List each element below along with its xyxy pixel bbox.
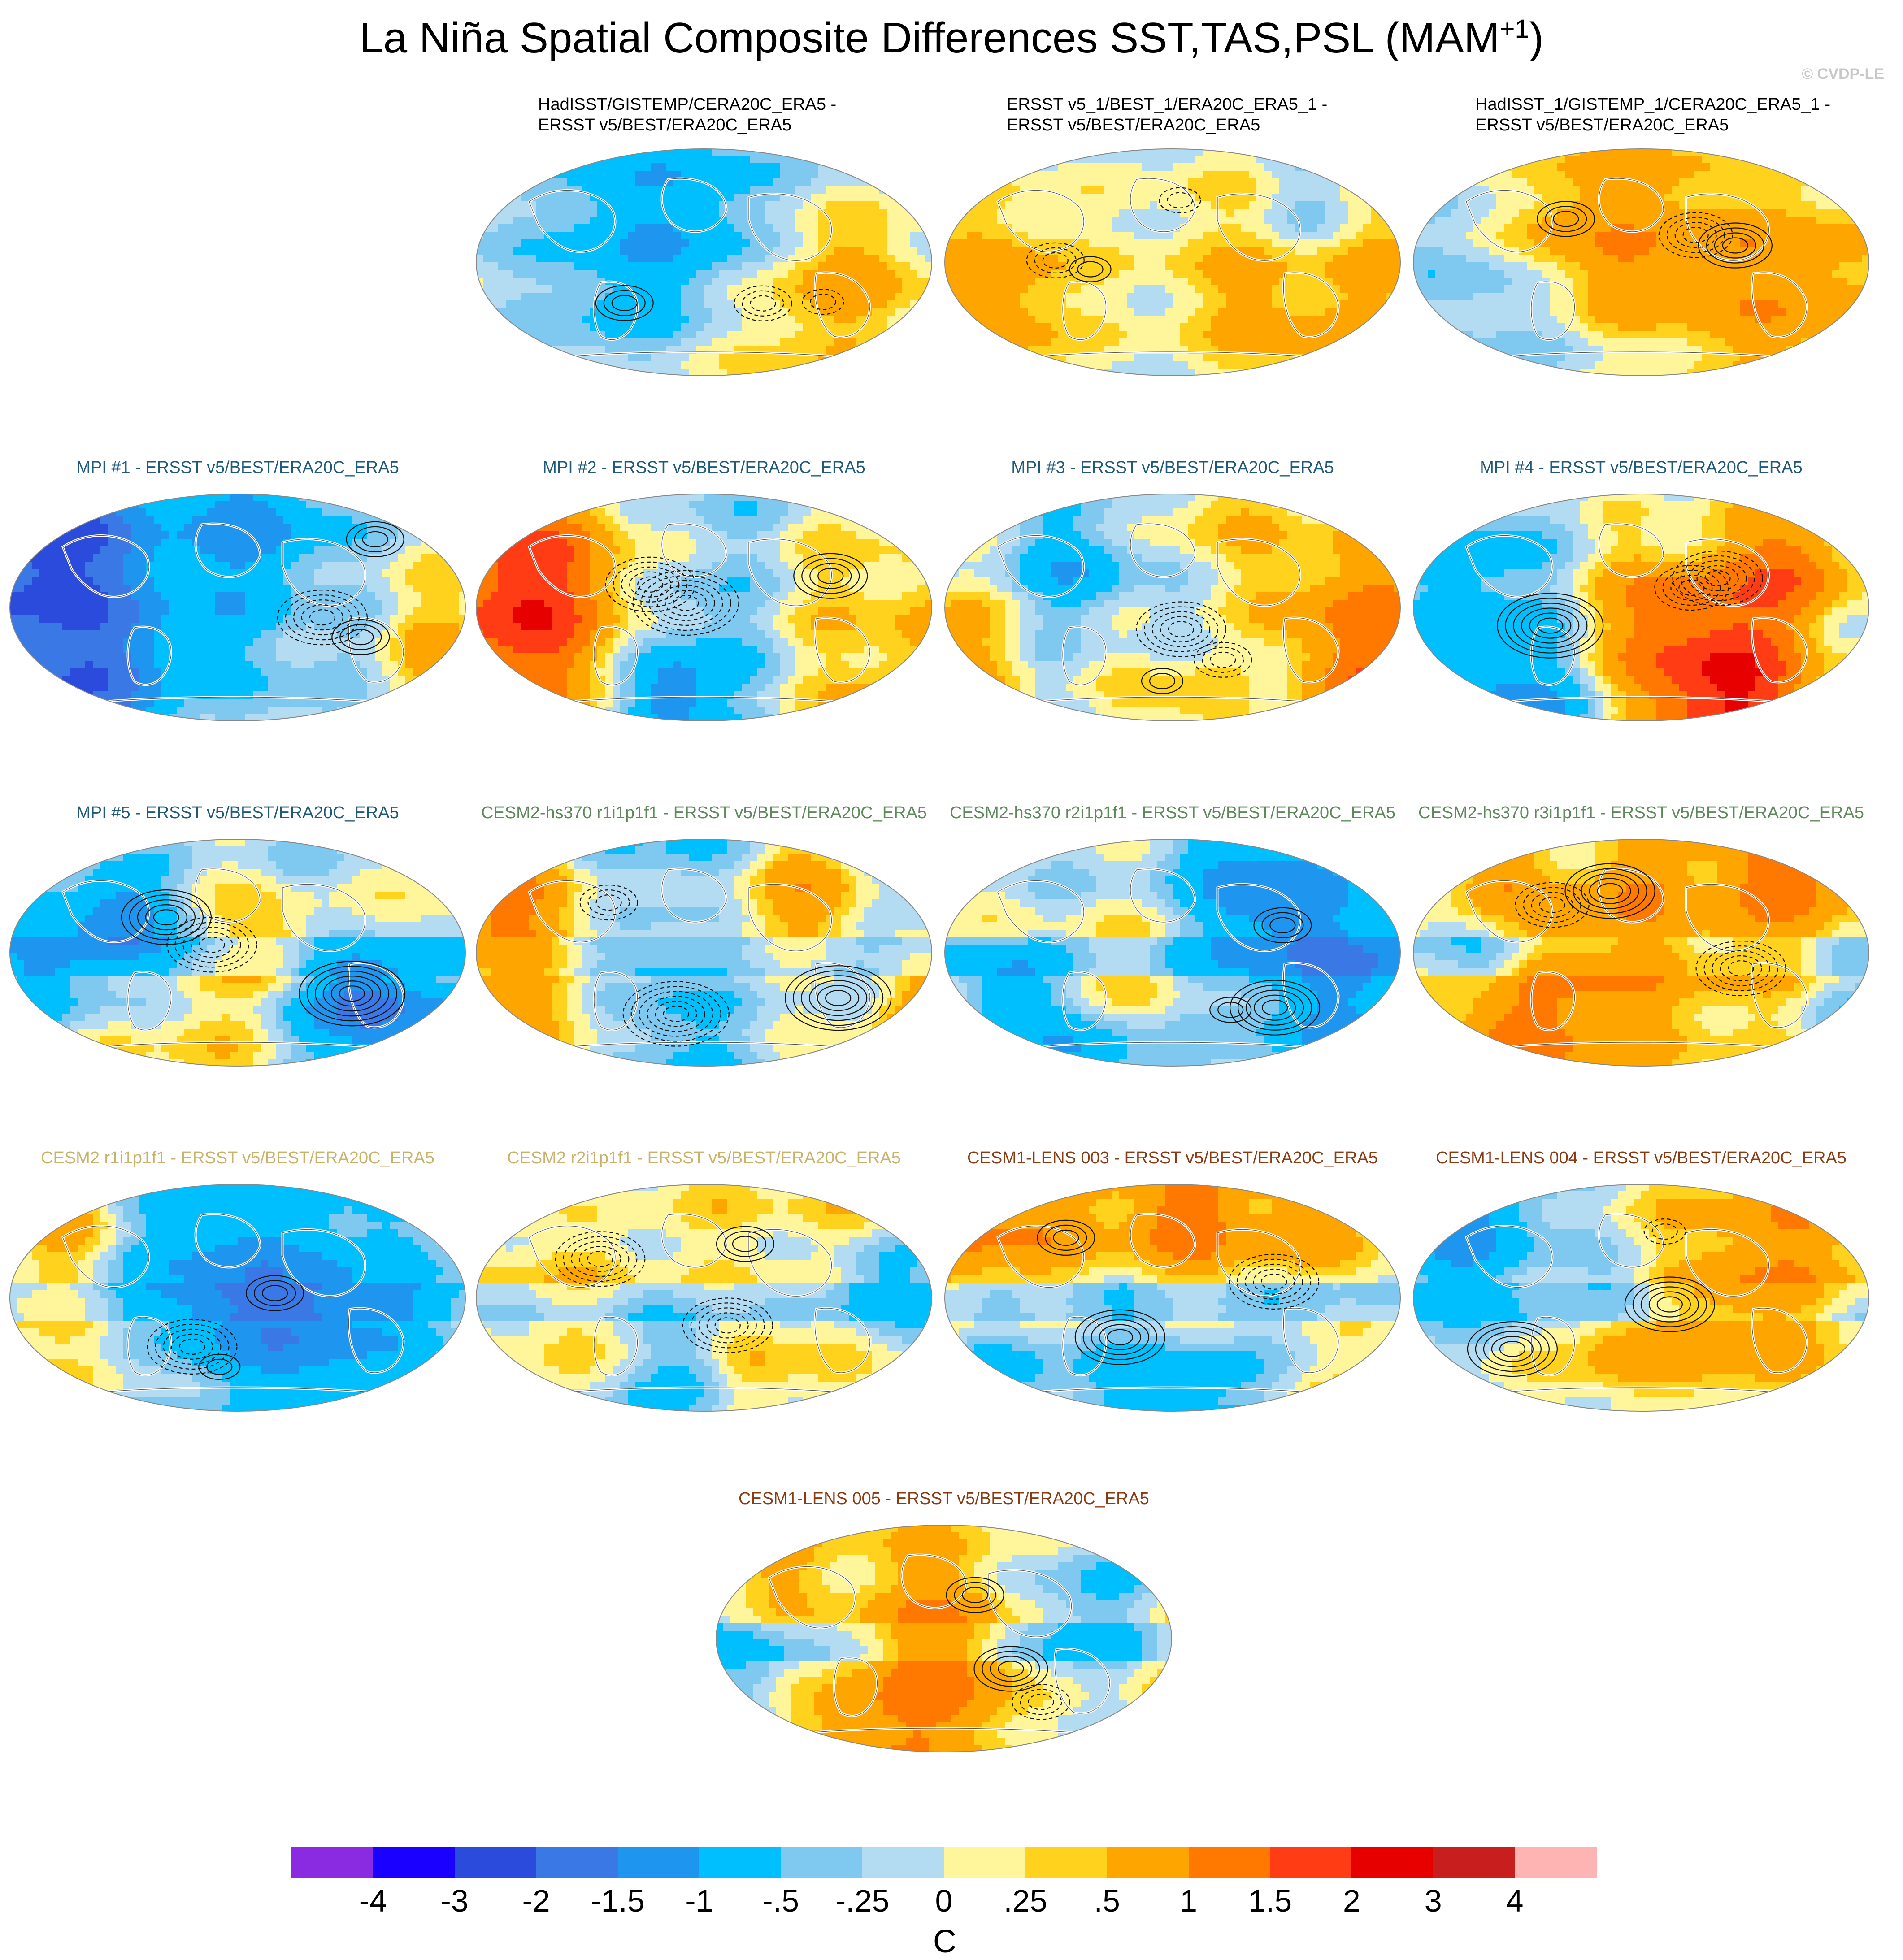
colorbar-swatch bbox=[944, 1847, 1026, 1878]
robinson-map bbox=[1412, 493, 1870, 722]
colorbar-tick-label: 0 bbox=[935, 1883, 953, 1919]
panel-title: CESM2-hs370 r3i1p1f1 - ERSST v5/BEST/ERA… bbox=[1408, 802, 1874, 823]
panel-title: MPI #5 - ERSST v5/BEST/ERA20C_ERA5 bbox=[4, 802, 471, 823]
map-panel: MPI #3 - ERSST v5/BEST/ERA20C_ERA5 bbox=[939, 457, 1406, 798]
robinson-map bbox=[944, 148, 1401, 377]
robinson-map bbox=[1412, 838, 1870, 1067]
colorbar-swatch bbox=[1270, 1847, 1352, 1878]
robinson-map bbox=[944, 1184, 1401, 1412]
map-panel: MPI #2 - ERSST v5/BEST/ERA20C_ERA5 bbox=[471, 457, 937, 798]
robinson-map bbox=[9, 493, 466, 722]
colorbar-swatch bbox=[1351, 1847, 1434, 1878]
colorbar-tick-label: 3 bbox=[1425, 1883, 1442, 1919]
colorbar-tick-label: -2 bbox=[522, 1883, 550, 1919]
robinson-map bbox=[9, 1184, 466, 1412]
colorbar-swatch bbox=[1515, 1847, 1597, 1878]
colorbar-tick-label: -1.5 bbox=[591, 1883, 645, 1919]
colorbar-tick-label: -4 bbox=[359, 1883, 387, 1919]
colorbar-swatch bbox=[1433, 1847, 1515, 1878]
panel-title: HadISST/GISTEMP/CERA20C_ERA5 -ERSST v5/B… bbox=[471, 94, 937, 135]
colorbar-tick-label: -.25 bbox=[835, 1883, 890, 1919]
map-panel: CESM2-hs370 r3i1p1f1 - ERSST v5/BEST/ERA… bbox=[1408, 802, 1874, 1143]
colorbar-tick-label: 4 bbox=[1506, 1883, 1524, 1919]
panel-title: CESM1-LENS 005 - ERSST v5/BEST/ERA20C_ER… bbox=[711, 1488, 1177, 1509]
colorbar-tick-label: -3 bbox=[441, 1883, 469, 1919]
colorbar-swatch bbox=[781, 1847, 863, 1878]
map-panel: ERSST v5_1/BEST_1/ERA20C_ERA5_1 -ERSST v… bbox=[939, 94, 1406, 435]
panel-title: MPI #4 - ERSST v5/BEST/ERA20C_ERA5 bbox=[1408, 457, 1874, 478]
colorbar-tick-label: 1 bbox=[1180, 1883, 1197, 1919]
colorbar-swatch bbox=[1107, 1847, 1189, 1878]
panel-title: HadISST_1/GISTEMP_1/CERA20C_ERA5_1 -ERSS… bbox=[1408, 94, 1874, 135]
panel-title: ERSST v5_1/BEST_1/ERA20C_ERA5_1 -ERSST v… bbox=[939, 94, 1406, 135]
robinson-map bbox=[944, 838, 1401, 1067]
panel-title: MPI #3 - ERSST v5/BEST/ERA20C_ERA5 bbox=[939, 457, 1406, 478]
colorbar-tick-label: 1.5 bbox=[1248, 1883, 1292, 1919]
panel-title: CESM2 r1i1p1f1 - ERSST v5/BEST/ERA20C_ER… bbox=[4, 1148, 471, 1168]
robinson-map bbox=[944, 493, 1401, 722]
map-panel: MPI #4 - ERSST v5/BEST/ERA20C_ERA5 bbox=[1408, 457, 1874, 798]
colorbar-swatch bbox=[1189, 1847, 1271, 1878]
map-panel: CESM1-LENS 005 - ERSST v5/BEST/ERA20C_ER… bbox=[711, 1488, 1177, 1829]
map-panel: HadISST/GISTEMP/CERA20C_ERA5 -ERSST v5/B… bbox=[471, 94, 937, 435]
robinson-map bbox=[9, 838, 466, 1067]
panel-title: CESM1-LENS 004 - ERSST v5/BEST/ERA20C_ER… bbox=[1408, 1148, 1874, 1168]
figure-title: La Niña Spatial Composite Differences SS… bbox=[0, 13, 1903, 63]
colorbar-tick-label: .5 bbox=[1094, 1883, 1120, 1919]
colorbar-swatch bbox=[618, 1847, 700, 1878]
map-panel: CESM2 r2i1p1f1 - ERSST v5/BEST/ERA20C_ER… bbox=[471, 1148, 937, 1488]
colorbar-tick-label: -1 bbox=[685, 1883, 713, 1919]
robinson-map bbox=[475, 493, 933, 722]
colorbar-swatch bbox=[699, 1847, 781, 1878]
panel-title: CESM2-hs370 r2i1p1f1 - ERSST v5/BEST/ERA… bbox=[939, 802, 1406, 823]
robinson-map bbox=[1412, 148, 1870, 377]
colorbar-swatch bbox=[1025, 1847, 1108, 1878]
panel-title: CESM2 r2i1p1f1 - ERSST v5/BEST/ERA20C_ER… bbox=[471, 1148, 937, 1168]
map-panel: CESM2-hs370 r1i1p1f1 - ERSST v5/BEST/ERA… bbox=[471, 802, 937, 1143]
colorbar-swatch bbox=[455, 1847, 537, 1878]
robinson-map bbox=[715, 1524, 1173, 1753]
colorbar-swatch bbox=[862, 1847, 944, 1878]
colorbar-tick-label: .25 bbox=[1004, 1883, 1047, 1919]
map-panel: HadISST_1/GISTEMP_1/CERA20C_ERA5_1 -ERSS… bbox=[1408, 94, 1874, 435]
map-panel: CESM1-LENS 003 - ERSST v5/BEST/ERA20C_ER… bbox=[939, 1148, 1406, 1488]
watermark: © CVDP-LE bbox=[1802, 65, 1884, 83]
colorbar bbox=[291, 1847, 1596, 1878]
colorbar-tick-label: -.5 bbox=[762, 1883, 799, 1919]
map-panel: MPI #1 - ERSST v5/BEST/ERA20C_ERA5 bbox=[4, 457, 471, 798]
map-panel: CESM2-hs370 r2i1p1f1 - ERSST v5/BEST/ERA… bbox=[939, 802, 1406, 1143]
panel-title: CESM1-LENS 003 - ERSST v5/BEST/ERA20C_ER… bbox=[939, 1148, 1406, 1168]
colorbar-swatch bbox=[291, 1847, 374, 1878]
colorbar-units: C bbox=[933, 1923, 956, 1960]
colorbar-swatch bbox=[373, 1847, 455, 1878]
panel-title: MPI #1 - ERSST v5/BEST/ERA20C_ERA5 bbox=[4, 457, 471, 478]
robinson-map bbox=[475, 148, 933, 377]
robinson-map bbox=[475, 838, 933, 1067]
map-panel: CESM1-LENS 004 - ERSST v5/BEST/ERA20C_ER… bbox=[1408, 1148, 1874, 1488]
colorbar-swatch bbox=[536, 1847, 618, 1878]
colorbar-tick-label: 2 bbox=[1343, 1883, 1360, 1919]
map-panel: MPI #5 - ERSST v5/BEST/ERA20C_ERA5 bbox=[4, 802, 471, 1143]
panel-title: MPI #2 - ERSST v5/BEST/ERA20C_ERA5 bbox=[471, 457, 937, 478]
panel-title: CESM2-hs370 r1i1p1f1 - ERSST v5/BEST/ERA… bbox=[471, 802, 937, 823]
robinson-map bbox=[475, 1184, 933, 1412]
robinson-map bbox=[1412, 1184, 1870, 1412]
map-panel: CESM2 r1i1p1f1 - ERSST v5/BEST/ERA20C_ER… bbox=[4, 1148, 471, 1488]
